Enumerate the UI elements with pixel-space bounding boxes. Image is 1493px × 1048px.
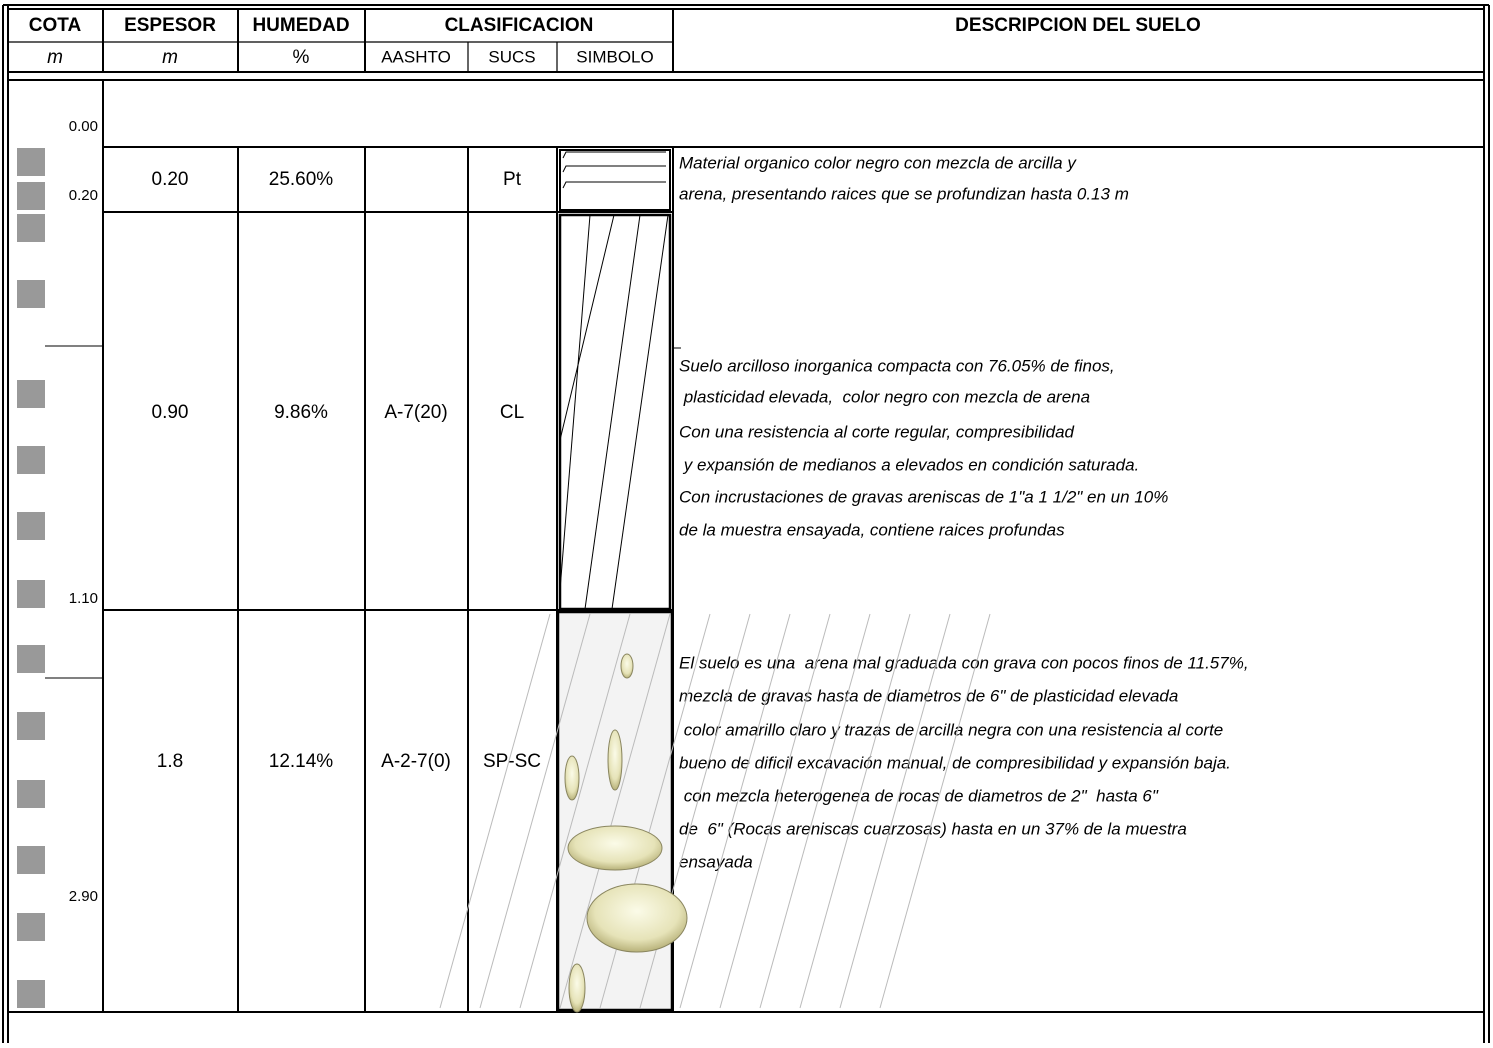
humedad: 9.86% (274, 402, 328, 423)
cota-label: 2.90 (69, 888, 98, 905)
header-cell: DESCRIPCION DEL SUELO (955, 15, 1201, 36)
description-line: plasticidad elevada, color negro con mez… (679, 387, 1090, 406)
subheader: SIMBOLO (576, 47, 653, 66)
depth-marker (17, 580, 45, 608)
description-line: Material organico color negro con mezcla… (679, 153, 1077, 172)
depth-marker (17, 712, 45, 740)
symbol-hatch (759, 613, 871, 1009)
description-line: ensayada (679, 852, 753, 871)
rock (620, 653, 634, 679)
depth-marker (17, 214, 45, 242)
symbol-hatch (839, 613, 951, 1009)
description-line: Suelo arcilloso inorganica compacta con … (679, 356, 1115, 375)
description-line: Con una resistencia al corte regular, co… (679, 422, 1075, 441)
rock (568, 963, 586, 1013)
rock (567, 825, 663, 871)
symbol-hatch (799, 613, 911, 1009)
espesor: 0.20 (152, 169, 189, 190)
depth-marker (17, 446, 45, 474)
description-line: color amarillo claro y trazas de arcilla… (679, 720, 1223, 739)
symbol-hatch (519, 613, 631, 1009)
depth-marker (17, 182, 45, 210)
symbol-hatch (559, 214, 591, 591)
description-line: y expansión de medianos a elevados en co… (679, 455, 1139, 474)
humedad: 12.14% (269, 751, 334, 772)
symbol-hatch (584, 214, 641, 610)
cota-label: 1.10 (69, 590, 98, 607)
symbol-pt (559, 149, 671, 211)
unit: % (293, 47, 310, 68)
subheader: SUCS (488, 47, 535, 66)
depth-marker (17, 380, 45, 408)
depth-marker (17, 913, 45, 941)
description-line: con mezcla heterogenea de rocas de diame… (679, 786, 1159, 805)
subheader: AASHTO (381, 47, 451, 66)
description-line: mezcla de gravas hasta de diametros de 6… (679, 686, 1178, 705)
unit: m (47, 47, 63, 68)
espesor: 1.8 (157, 751, 183, 772)
sucs: SP-SC (483, 751, 541, 772)
depth-marker (17, 280, 45, 308)
description-line: El suelo es una arena mal graduada con g… (679, 653, 1249, 672)
symbol-hatch (559, 613, 671, 1009)
description-line: de 6" (Rocas areniscas cuarzosas) hasta … (679, 819, 1187, 838)
symbol-column (439, 149, 991, 1013)
symbol-hatch (879, 613, 991, 1009)
depth-marker (17, 780, 45, 808)
header-cell: HUMEDAD (252, 15, 349, 36)
espesor: 0.90 (152, 402, 189, 423)
sucs: CL (500, 402, 524, 423)
symbol-hatch (562, 151, 666, 189)
aashto: A-2-7(0) (381, 751, 451, 772)
header-cell: CLASIFICACION (445, 15, 594, 36)
symbol-hatch (559, 214, 615, 441)
cota-label: 0.00 (69, 118, 98, 135)
depth-marker (17, 980, 45, 1008)
sucs: Pt (503, 169, 522, 190)
symbol-hatch (719, 613, 831, 1009)
symbol-cl (558, 213, 672, 611)
cota-label: 0.20 (69, 187, 98, 204)
rock (607, 729, 623, 791)
depth-marker (17, 645, 45, 673)
aashto: A-7(20) (384, 402, 447, 423)
depth-marker (17, 846, 45, 874)
description-line: Con incrustaciones de gravas areniscas d… (679, 487, 1168, 506)
depth-marker (17, 512, 45, 540)
humedad: 25.60% (269, 169, 334, 190)
header-cell: ESPESOR (124, 15, 216, 36)
description-line: bueno de dificil excavación manual, de c… (679, 753, 1231, 772)
symbol-hatch (611, 214, 669, 610)
depth-marker (17, 148, 45, 176)
symbol-hatch (479, 613, 591, 1009)
header-cell: COTA (29, 15, 82, 36)
symbol-hatch (439, 613, 551, 1009)
description-line: de la muestra ensayada, contiene raices … (679, 520, 1065, 539)
description-line: arena, presentando raices que se profund… (679, 184, 1129, 203)
unit: m (162, 47, 178, 68)
symbol-hatch (679, 613, 791, 1009)
rock (586, 883, 688, 953)
rock (564, 755, 580, 801)
